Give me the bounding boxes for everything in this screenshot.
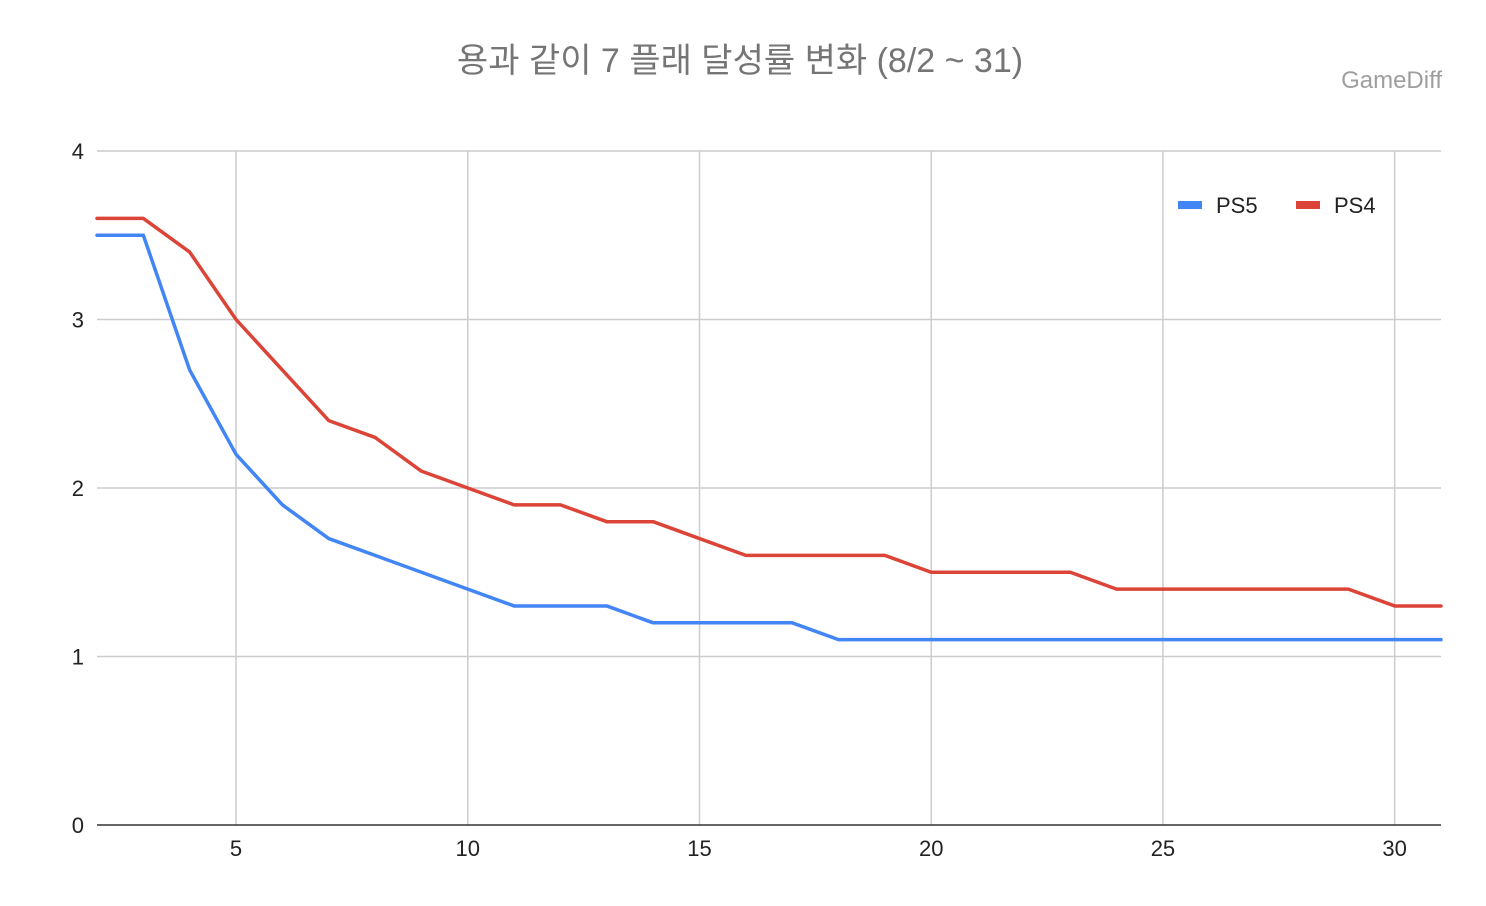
x-tick-label: 25 <box>1151 836 1175 861</box>
series-line-ps4 <box>95 216 1443 608</box>
x-tick-label: 30 <box>1382 836 1406 861</box>
x-tick-label: 15 <box>687 836 711 861</box>
x-tick-label: 5 <box>230 836 242 861</box>
y-tick-label: 1 <box>72 645 84 670</box>
y-tick-label: 3 <box>72 308 84 333</box>
chart-title: 용과 같이 7 플래 달성률 변화 (8/2 ~ 31) <box>457 42 1023 80</box>
watermark-text: GameDiff <box>1341 67 1442 94</box>
legend-swatch-ps5 <box>1178 201 1202 209</box>
y-tick-label: 0 <box>72 813 84 838</box>
x-tick-label: 10 <box>456 836 480 861</box>
legend: PS5 PS4 <box>1178 193 1376 218</box>
y-tick-label: 4 <box>72 139 84 164</box>
axes: 0 1 2 3 4 5 10 15 20 25 30 <box>72 139 1441 861</box>
grid-lines <box>97 150 1441 825</box>
series-line-ps5 <box>95 233 1443 642</box>
x-tick-label: 20 <box>919 836 943 861</box>
y-tick-label: 2 <box>72 476 84 501</box>
series-lines <box>95 216 1443 642</box>
legend-label-ps5: PS5 <box>1216 193 1258 218</box>
legend-swatch-ps4 <box>1296 201 1320 209</box>
legend-label-ps4: PS4 <box>1334 193 1376 218</box>
